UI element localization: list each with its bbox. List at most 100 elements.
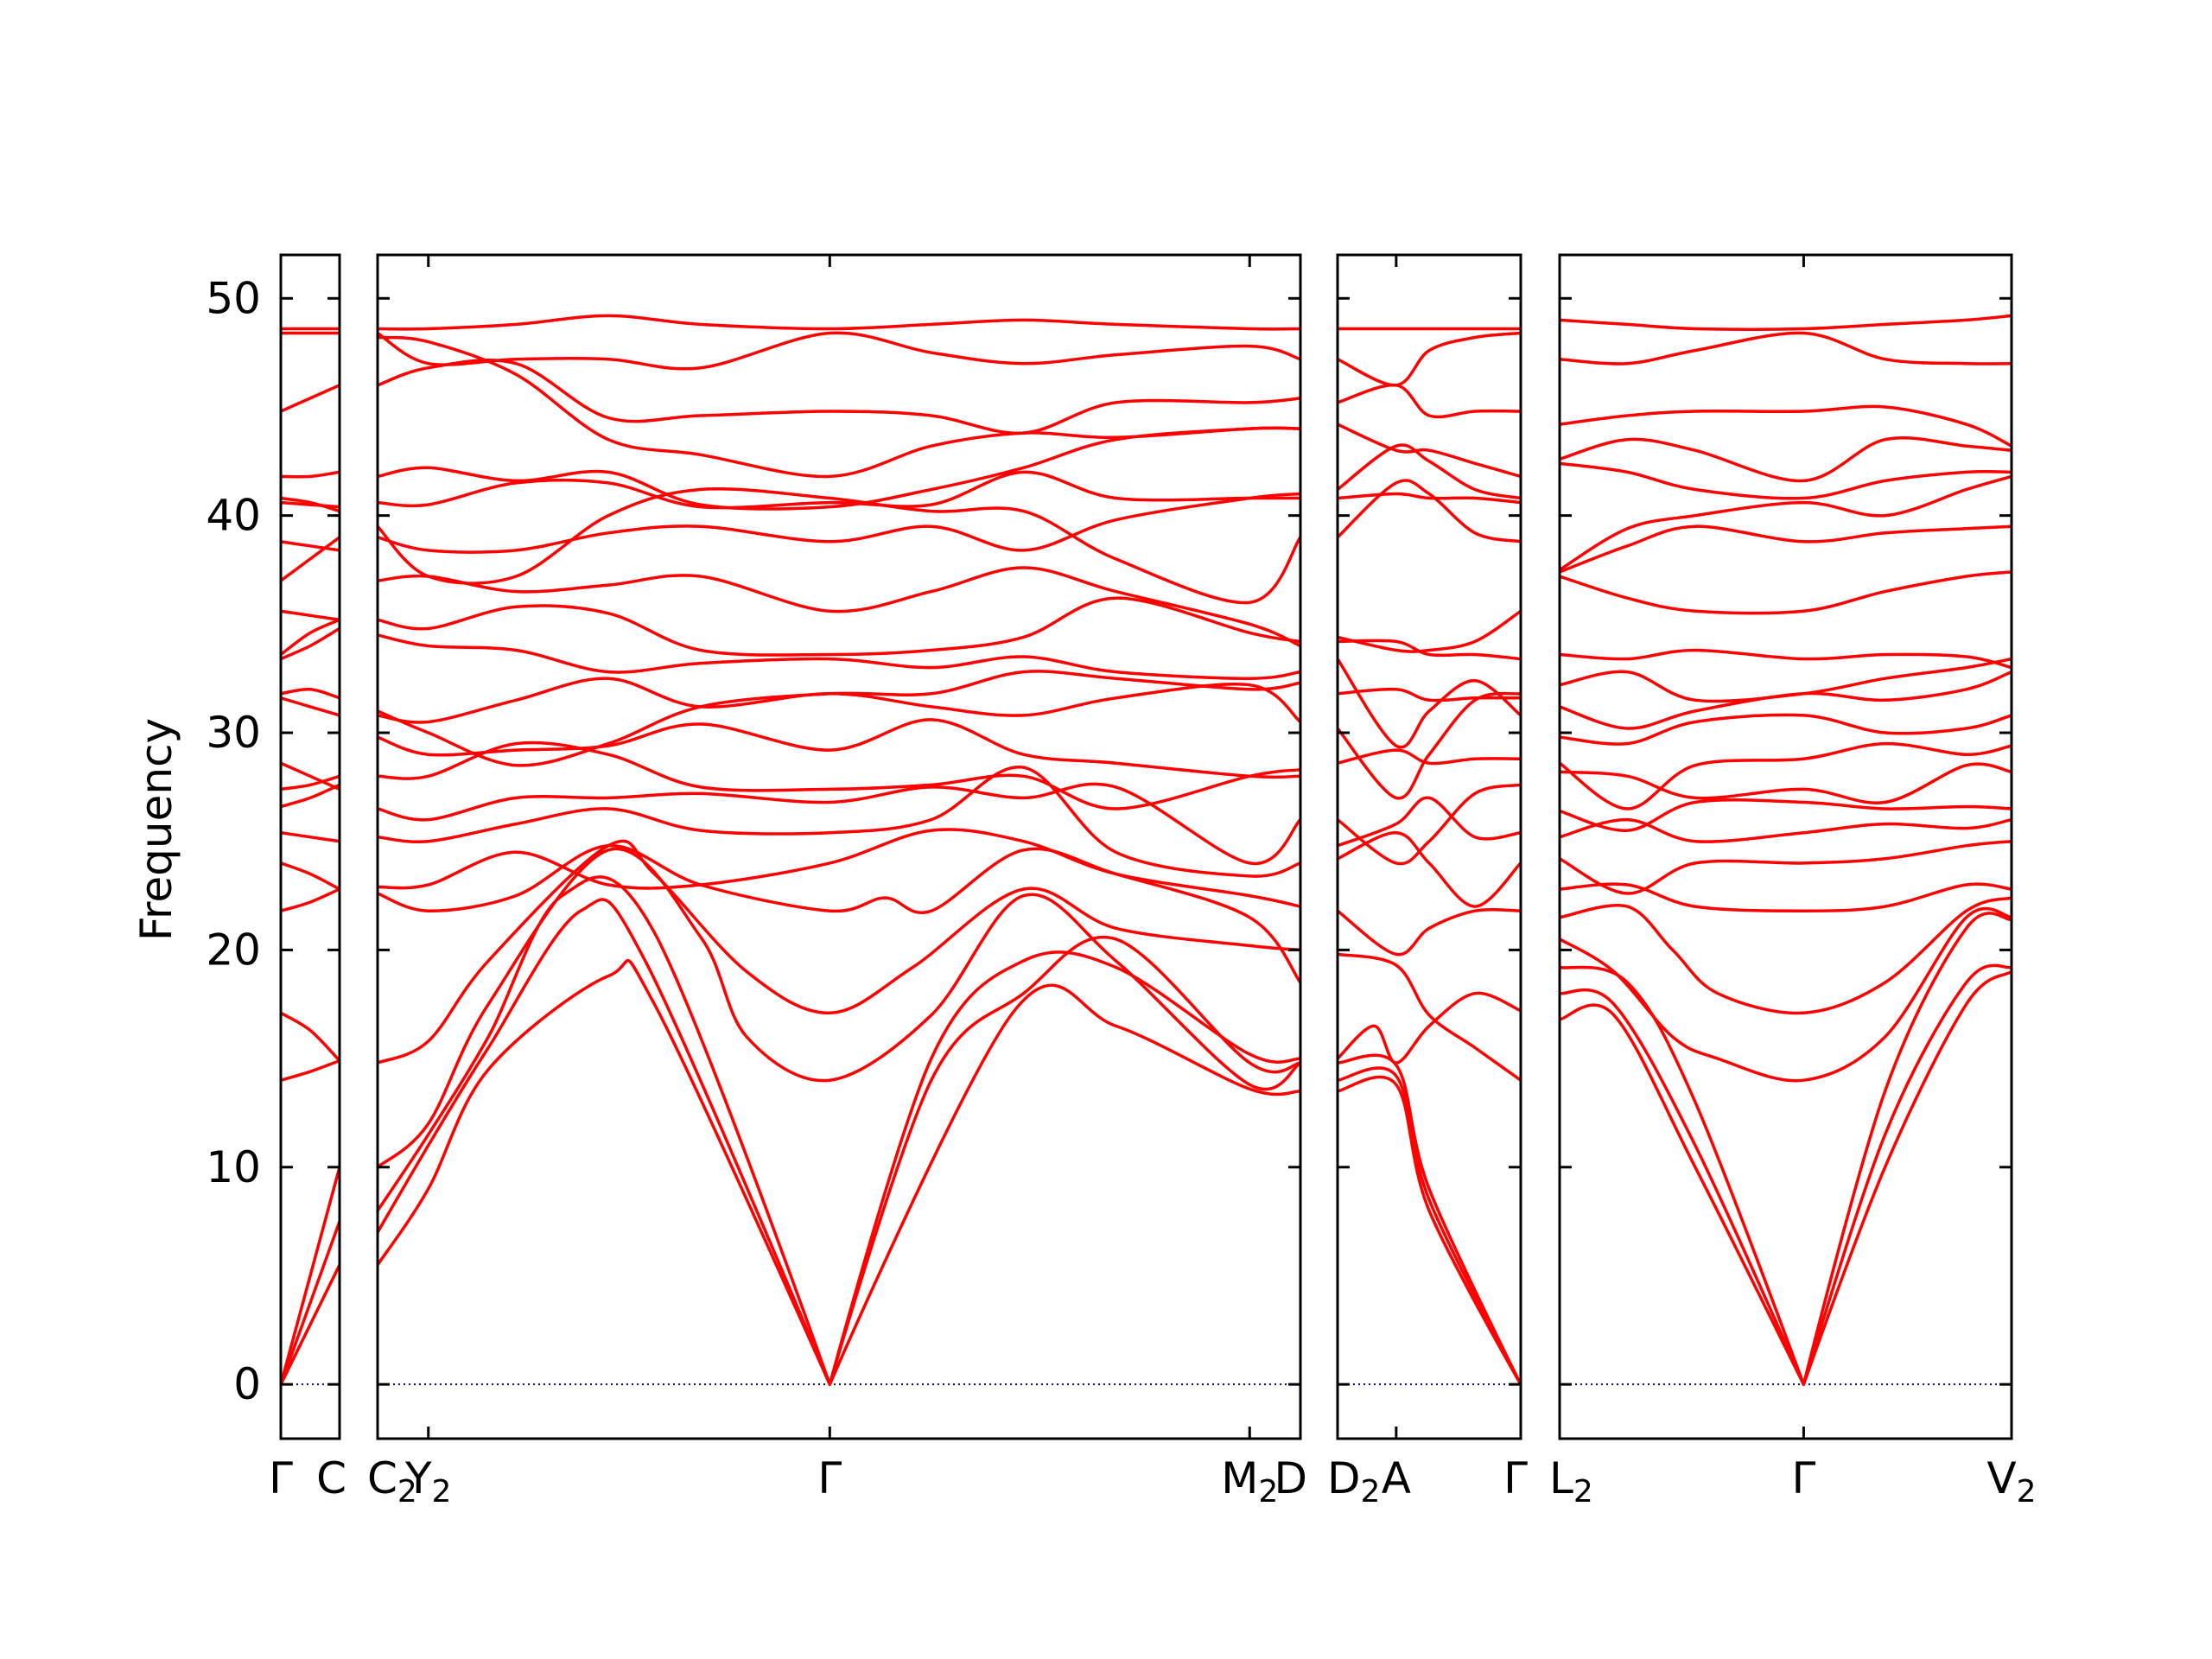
phonon-band-23 (1560, 314, 2012, 331)
phonon-band-7 (1560, 839, 2012, 895)
phonon-band-20 (1560, 435, 2012, 483)
phonon-band-12 (281, 696, 340, 717)
phonon-band-5 (1338, 952, 1521, 1082)
phonon-band-18 (281, 540, 340, 552)
phonon-band-22 (281, 384, 340, 413)
phonon-band-24 (378, 314, 1300, 331)
phonon-band-3 (1560, 912, 2012, 1386)
phonon-band-7 (1338, 830, 1521, 908)
phonon-band-16 (281, 609, 340, 622)
x-tick-label: Γ (817, 1453, 842, 1503)
phonon-band-21 (281, 470, 340, 479)
x-tick-label: C (316, 1453, 346, 1503)
phonon-band-19 (378, 470, 1300, 510)
phonon-band-10 (1338, 748, 1521, 766)
phonon-band-11 (281, 761, 340, 791)
phonon-band-13 (1338, 658, 1521, 749)
band-lines (1560, 314, 2012, 1386)
phonon-band-21 (1560, 404, 2012, 448)
phonon-band-7 (281, 861, 340, 891)
phonon-band-8 (378, 766, 1300, 878)
phonon-band-4 (1560, 906, 2012, 1083)
phonon-band-6 (378, 843, 1300, 984)
y-tick-label: 30 (206, 708, 261, 758)
x-tick-label: Γ (1791, 1453, 1815, 1503)
phonon-band-5 (281, 1011, 340, 1062)
phonon-band-6 (281, 887, 340, 912)
band-panel-4: L2 Γ V2 (1549, 253, 2037, 1510)
phonon-band-12 (378, 677, 1300, 724)
phonon-band-18 (1560, 474, 2012, 571)
phonon-band-3 (1338, 1053, 1521, 1385)
x-tick-label: D2 (1327, 1453, 1380, 1510)
phonon-band-11 (1338, 691, 1521, 800)
phonon-band-7 (378, 828, 1300, 908)
phonon-band-12 (1560, 713, 2012, 746)
phonon-band-11 (1560, 741, 2012, 810)
phonon-band-20 (378, 426, 1300, 511)
phonon-band-3 (281, 1264, 340, 1385)
phonon-band-20 (281, 496, 340, 513)
phonon-band-16 (378, 566, 1300, 648)
panel-frame (376, 253, 1302, 1440)
phonon-band-18 (1338, 443, 1521, 500)
phonon-band-13 (378, 670, 1300, 767)
phonon-band-22 (1560, 331, 2012, 365)
phonon-band-17 (378, 492, 1300, 554)
y-tick-label: 20 (206, 925, 261, 975)
y-axis: 0 10 20 30 40 50 (206, 273, 261, 1409)
phonon-band-6 (1338, 907, 1521, 957)
phonon-band-10 (281, 774, 340, 791)
phonon-band-21 (1338, 331, 1521, 387)
x-tick-label: Γ (269, 1453, 293, 1503)
y-axis-label: Frequency (131, 718, 181, 941)
phonon-band-1 (281, 1166, 340, 1385)
phonon-band-19 (1560, 461, 2012, 500)
x-tick-label: V2 (1986, 1453, 2036, 1510)
phonon-band-10 (1560, 762, 2012, 804)
y-tick-label: 10 (206, 1142, 261, 1192)
panel-frame (1558, 253, 2013, 1440)
phonon-band-1 (378, 959, 1300, 1386)
phonon-band-1 (1338, 1075, 1521, 1386)
phonon-band-4 (378, 847, 1300, 1169)
x-tick-label: A (1382, 1453, 1411, 1503)
phonon-band-4 (281, 1058, 340, 1082)
phonon-band-21 (378, 359, 1300, 435)
phonon-band-6 (1560, 882, 2012, 912)
x-tick-label: L2 (1549, 1453, 1593, 1510)
y-tick-label: 40 (206, 491, 261, 541)
phonon-band-2 (281, 1221, 340, 1385)
phonon-band-14 (281, 626, 340, 661)
band-panel-3: D2 A Γ (1327, 253, 1528, 1510)
phonon-band-15 (1560, 648, 2012, 670)
phonon-band-15 (281, 618, 340, 656)
panel-frame (1336, 253, 1522, 1440)
phonon-band-5 (1560, 896, 2012, 1015)
phonon-band-23 (378, 331, 1300, 371)
phonon-band-9 (378, 782, 1300, 865)
phonon-band-8 (1338, 796, 1521, 848)
phonon-band-19 (1338, 423, 1521, 479)
phonon-band-12 (1338, 687, 1521, 702)
phonon-band-3 (378, 875, 1300, 1386)
phonon-band-17 (1560, 524, 2012, 574)
phonon-band-9 (1338, 783, 1521, 866)
phonon-band-15 (1338, 609, 1521, 653)
phonon-band-4 (1338, 991, 1521, 1065)
band-lines (1338, 327, 1521, 1386)
phonon-band-5 (378, 839, 1300, 1065)
phonon-band-17 (281, 536, 340, 582)
phonon-band-14 (1338, 639, 1521, 661)
phonon-band-20 (1338, 383, 1521, 419)
panel-frame (279, 253, 341, 1440)
phonon-band-11 (378, 718, 1300, 779)
phonon-band-15 (378, 596, 1300, 657)
phonon-band-14 (378, 633, 1300, 680)
band-lines (281, 327, 340, 1385)
y-tick-label: 0 (233, 1359, 261, 1409)
